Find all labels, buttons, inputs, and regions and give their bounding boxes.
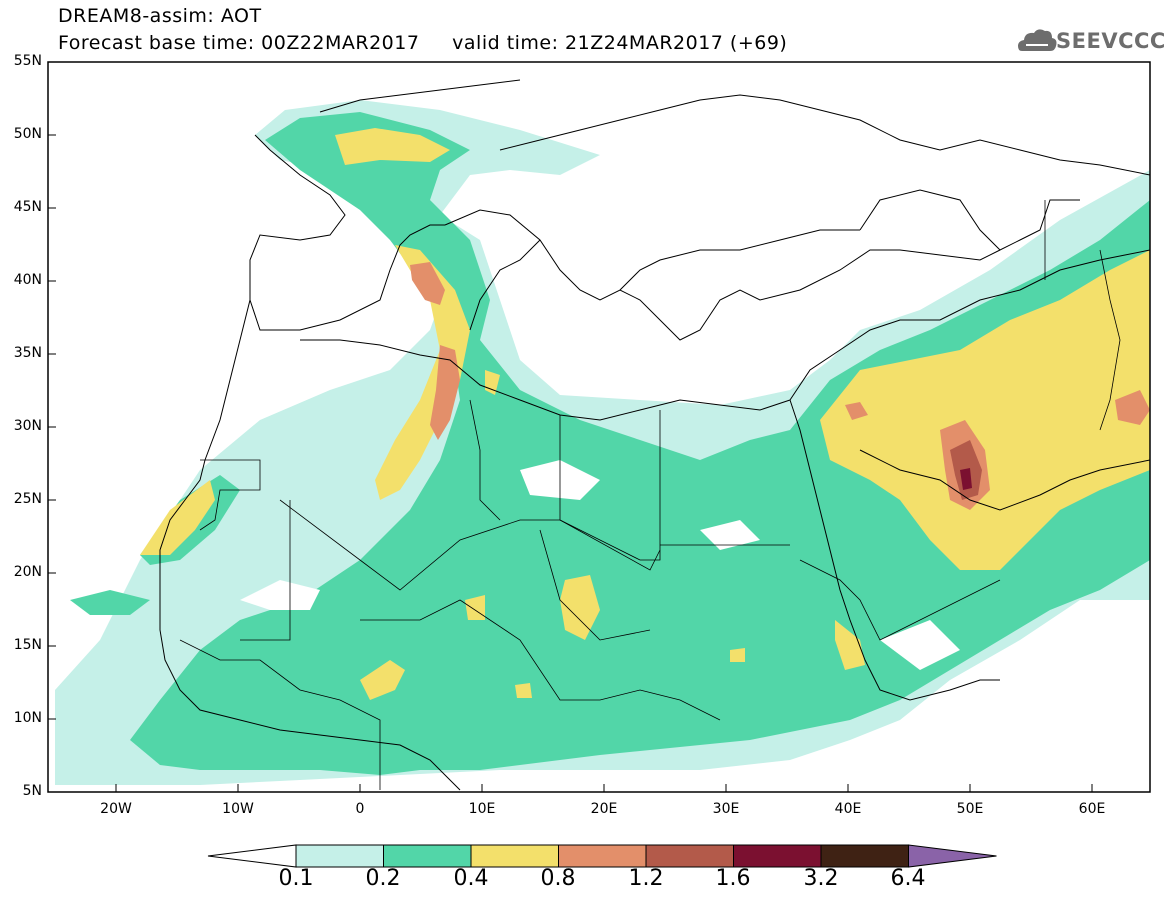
colorbar-tick: 0.2 [365, 866, 401, 891]
forecast-time-line: Forecast base time: 00Z22MAR2017 valid t… [58, 32, 788, 54]
colorbar-tick: 1.2 [628, 866, 664, 891]
aot-field [55, 79, 1150, 791]
country-borders [179, 200, 1121, 790]
lon-label: 50E [956, 801, 984, 817]
axis-ticks [48, 61, 1093, 792]
colorbar-high-arrow [908, 844, 997, 868]
colorbar-tick: 1.6 [715, 866, 751, 891]
lat-label: 35N [13, 345, 42, 361]
colorbar-low-arrow [207, 844, 297, 868]
map-title: DREAM8-assim: AOT [58, 5, 262, 27]
colorbar-segment [295, 844, 384, 868]
colorbar-segment [733, 844, 822, 868]
lon-label: 60E [1078, 801, 1106, 817]
colorbar-segment [820, 844, 909, 868]
colorbar-segment [470, 844, 559, 868]
colorbar-tick: 0.8 [540, 866, 576, 891]
coastlines [159, 79, 1150, 791]
lat-label: 40N [13, 272, 42, 288]
colorbar-tick: 0.4 [453, 866, 489, 891]
colorbar-tick: 3.2 [803, 866, 839, 891]
aot-level-1.6 [960, 468, 972, 490]
aot-level-0.4 [140, 128, 1150, 700]
lat-label: 15N [13, 637, 42, 653]
lon-label: 10E [468, 801, 496, 817]
colorbar-segment [558, 844, 647, 868]
lon-label: 0 [355, 801, 365, 817]
colorbar-segment [383, 844, 472, 868]
lat-label: 25N [13, 491, 42, 507]
lon-label: 30E [712, 801, 740, 817]
lat-label: 10N [13, 710, 42, 726]
colorbar-tick: 6.4 [890, 866, 926, 891]
colorbar-tick: 0.1 [278, 866, 314, 891]
colorbar [207, 844, 997, 868]
lon-label: 40E [834, 801, 862, 817]
logo-text: SEEVCCC [1056, 29, 1165, 53]
lat-label: 50N [13, 126, 42, 142]
lat-label: 30N [13, 418, 42, 434]
lat-label: 5N [22, 783, 42, 799]
lat-label: 20N [13, 564, 42, 580]
lat-label: 55N [13, 53, 42, 69]
lon-label: 20W [100, 801, 132, 817]
lat-label: 45N [13, 199, 42, 215]
colorbar-segment [645, 844, 734, 868]
lon-label: 10W [222, 801, 254, 817]
lon-label: 20E [590, 801, 618, 817]
cloud-icon [1018, 29, 1057, 51]
